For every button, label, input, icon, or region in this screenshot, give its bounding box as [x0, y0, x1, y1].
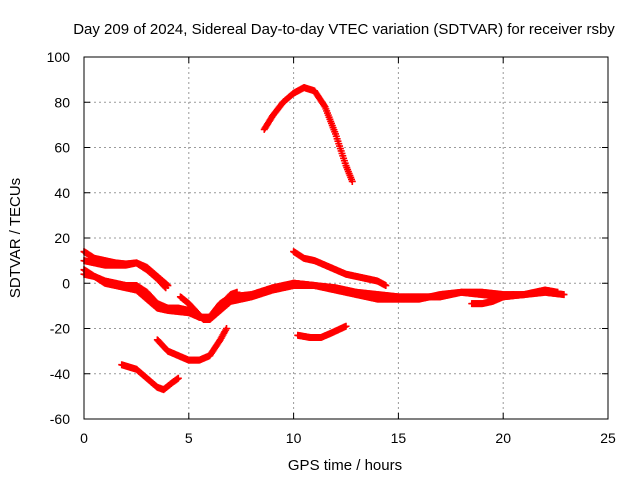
series-arc-9: [468, 291, 518, 308]
data-point: [161, 283, 169, 291]
series-arc-11: [153, 325, 231, 364]
data-point: [223, 325, 231, 332]
x-axis-label: GPS time / hours: [288, 457, 402, 474]
data-point: [342, 322, 350, 330]
plot-frame: [83, 56, 609, 420]
data-point: [554, 288, 562, 296]
y-tick-label: 100: [47, 49, 71, 65]
data-point: [510, 291, 518, 299]
series-arc-12: [118, 361, 182, 394]
x-tick-label: 20: [495, 430, 511, 446]
y-tick-label: 60: [54, 140, 70, 156]
data-series: [80, 84, 568, 394]
x-tick-label: 25: [600, 430, 616, 446]
y-tick-label: 0: [62, 275, 70, 291]
series-arc-2: [80, 257, 170, 292]
x-tick-label: 10: [286, 430, 302, 446]
y-tick-label: -40: [50, 366, 70, 382]
y-tick-label: 80: [54, 94, 70, 110]
data-point: [162, 284, 170, 292]
y-axis-label: SDTVAR / TECUs: [7, 178, 24, 298]
y-tick-label: -20: [50, 321, 70, 337]
grid-lines: [84, 57, 608, 419]
x-tick-label: 15: [391, 430, 407, 446]
series-arc-5: [176, 288, 241, 323]
y-tick-label: -60: [50, 411, 70, 427]
y-tick-label: 20: [54, 230, 70, 246]
series-arc-10: [260, 84, 356, 185]
x-tick-label: 5: [185, 430, 193, 446]
series-arc-13: [294, 322, 350, 342]
series-arc-7: [290, 282, 562, 303]
data-point: [233, 288, 241, 296]
tick-labels: 0 5 10 15 20 25 -60 -40 -20 0 20 40 60 80 100: [47, 49, 616, 446]
y-tick-label: 40: [54, 185, 70, 201]
data-point: [348, 177, 356, 185]
data-point: [560, 291, 568, 299]
data-point: [382, 282, 390, 290]
chart-title: Day 209 of 2024, Sidereal Day-to-day VTE…: [73, 21, 615, 38]
series-arc-8: [290, 248, 390, 290]
x-tick-label: 0: [80, 430, 88, 446]
data-point: [174, 374, 182, 382]
